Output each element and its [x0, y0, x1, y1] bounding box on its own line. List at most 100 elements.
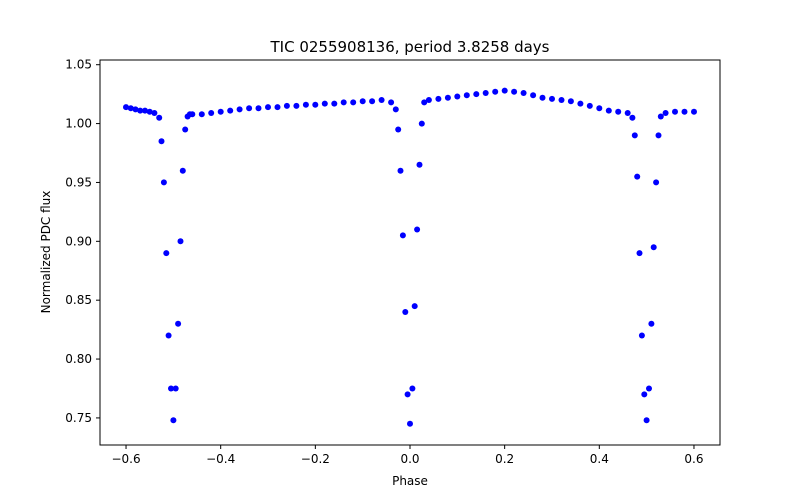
data-point — [182, 126, 189, 133]
data-point — [577, 100, 584, 107]
y-axis-label: Normalized PDC flux — [39, 191, 53, 314]
data-point — [217, 108, 224, 115]
data-point — [163, 250, 170, 257]
data-point — [151, 110, 158, 116]
data-point — [378, 97, 385, 103]
data-point — [653, 179, 660, 186]
data-point — [634, 173, 641, 180]
data-point — [418, 120, 425, 127]
data-point — [369, 98, 376, 105]
data-point — [646, 385, 652, 392]
data-point — [425, 97, 432, 103]
data-point — [189, 111, 196, 118]
x-tick-label: −0.2 — [301, 452, 330, 466]
data-point — [160, 179, 167, 186]
data-point — [172, 385, 179, 392]
data-point — [350, 99, 357, 106]
data-point — [123, 104, 129, 111]
y-tick-label: 0.80 — [65, 352, 92, 366]
y-tick-label: 0.75 — [65, 411, 92, 425]
data-point — [293, 102, 300, 109]
data-point — [414, 226, 421, 233]
data-point — [605, 107, 612, 114]
data-point — [175, 320, 182, 327]
data-point — [643, 417, 650, 424]
data-point — [624, 110, 631, 116]
data-point — [402, 309, 409, 315]
data-point — [142, 107, 148, 114]
data-point — [421, 99, 428, 106]
data-point — [397, 167, 404, 174]
x-axis-label: Phase — [392, 474, 428, 488]
data-point — [409, 385, 416, 392]
x-tick-label: 0.6 — [684, 452, 703, 466]
data-point — [283, 102, 290, 109]
data-point — [648, 320, 655, 327]
y-tick-label: 0.95 — [65, 175, 92, 189]
data-point — [170, 417, 177, 424]
data-point — [454, 93, 461, 100]
data-point — [435, 95, 442, 102]
data-point — [631, 132, 638, 139]
data-point — [404, 391, 411, 398]
data-point — [198, 111, 205, 118]
data-point — [655, 132, 662, 139]
data-point — [127, 105, 134, 112]
data-point — [246, 105, 253, 112]
data-point — [392, 106, 399, 113]
data-point — [302, 101, 309, 108]
y-tick-label: 1.05 — [65, 58, 92, 72]
data-point — [691, 108, 697, 115]
data-point — [636, 250, 643, 257]
data-point — [340, 99, 347, 106]
data-point — [158, 138, 165, 145]
x-tick-label: 0.0 — [400, 452, 419, 466]
data-point — [444, 94, 451, 101]
data-point — [312, 101, 319, 108]
data-point — [399, 232, 406, 239]
data-point — [227, 107, 234, 114]
data-point — [407, 420, 413, 427]
data-point — [411, 303, 418, 310]
chart-title: TIC 0255908136, period 3.8258 days — [269, 38, 549, 56]
x-tick-label: 0.4 — [590, 452, 609, 466]
data-point — [672, 108, 678, 115]
data-point — [638, 332, 645, 339]
data-point — [558, 97, 565, 103]
data-point — [539, 94, 546, 101]
data-point — [567, 98, 574, 105]
x-tick-label: −0.4 — [206, 452, 235, 466]
data-point — [255, 105, 262, 112]
data-point — [596, 105, 603, 112]
y-tick-label: 1.00 — [65, 117, 92, 131]
data-point — [482, 90, 489, 96]
data-point — [179, 167, 186, 174]
data-point — [208, 110, 215, 116]
data-point — [511, 88, 518, 95]
data-point — [520, 90, 527, 96]
data-point — [236, 106, 243, 113]
data-point — [641, 391, 648, 398]
y-tick-label: 0.90 — [65, 234, 92, 248]
data-point — [395, 126, 402, 133]
data-point — [662, 110, 669, 116]
y-tick-label: 0.85 — [65, 293, 92, 307]
data-point — [586, 102, 593, 109]
data-point — [137, 107, 144, 114]
data-point — [274, 104, 281, 111]
data-point — [615, 108, 622, 115]
data-point — [265, 104, 271, 111]
data-point — [321, 100, 328, 107]
data-point — [132, 106, 139, 113]
x-axis: −0.6 −0.4 −0.2 0.0 0.2 0.4 0.6 — [111, 445, 704, 466]
data-point — [177, 238, 184, 245]
y-axis: 0.75 0.80 0.85 0.90 0.95 1.00 1.05 — [65, 58, 100, 425]
data-point — [492, 88, 499, 95]
data-point — [359, 98, 366, 105]
data-point — [388, 99, 395, 106]
data-point — [657, 113, 664, 120]
data-point — [530, 92, 537, 99]
data-point — [463, 92, 470, 99]
